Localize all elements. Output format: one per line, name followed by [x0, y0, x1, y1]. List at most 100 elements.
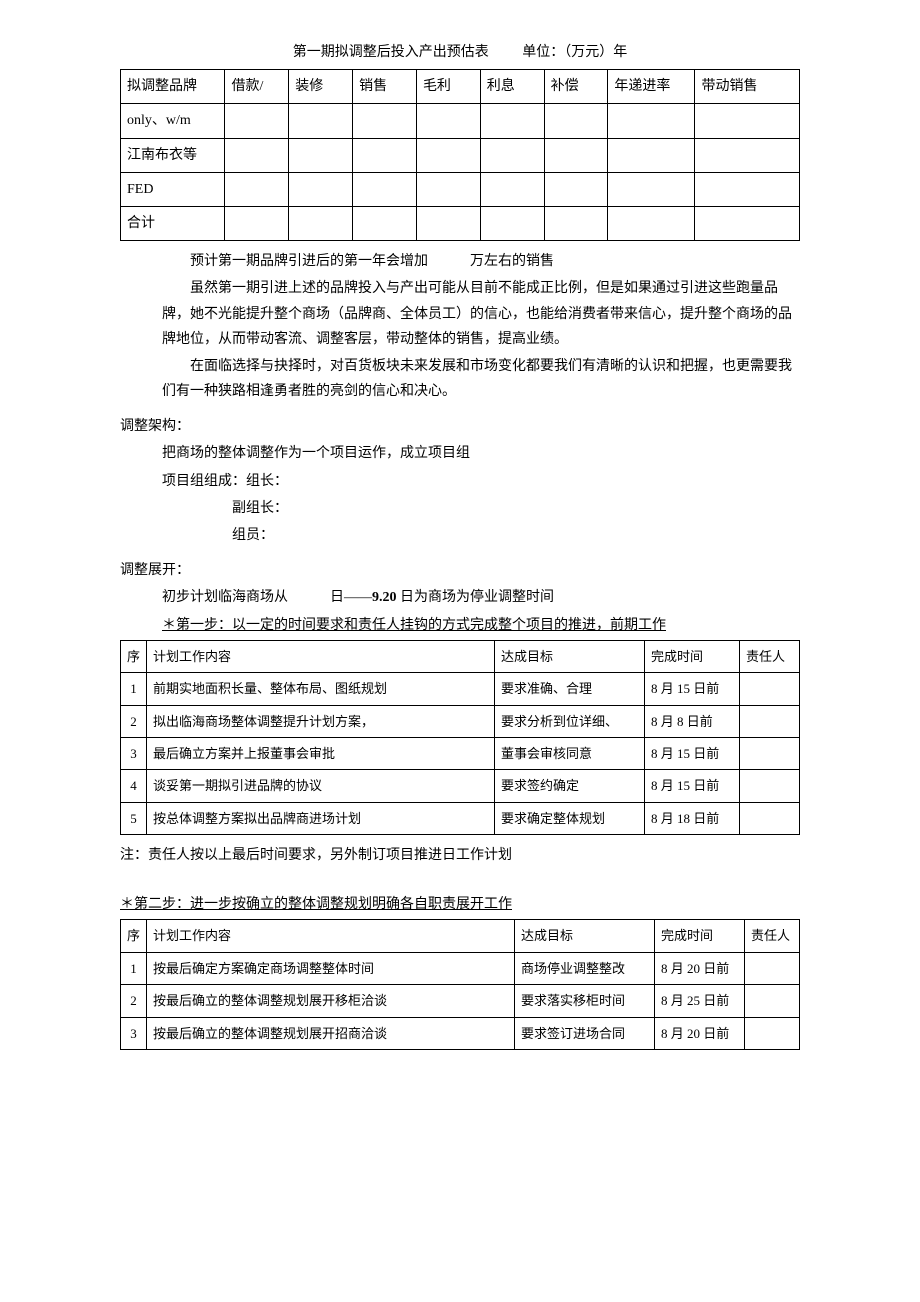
td [416, 104, 480, 138]
td: 4 [121, 770, 147, 802]
td [695, 138, 800, 172]
td [353, 206, 417, 240]
td: 商场停业调整整改 [515, 952, 655, 984]
table-row: 5按总体调整方案拟出品牌商进场计划要求确定整体规划8 月 18 日前 [121, 802, 800, 834]
th: 毛利 [416, 70, 480, 104]
td [745, 985, 800, 1017]
note: 注：责任人按以上最后时间要求，另外制订项目推进日工作计划 [120, 843, 800, 868]
th: 装修 [289, 70, 353, 104]
th: 计划工作内容 [147, 640, 495, 672]
td [740, 770, 800, 802]
td [416, 172, 480, 206]
table-row: 1按最后确定方案确定商场调整整体时间商场停业调整整改8 月 20 日前 [121, 952, 800, 984]
td: FED [121, 172, 225, 206]
table-header-row: 拟调整品牌 借款/ 装修 销售 毛利 利息 补偿 年递进率 带动销售 [121, 70, 800, 104]
table-row: only、w/m [121, 104, 800, 138]
paragraph: 在面临选择与抉择时，对百货板块未来发展和市场变化都要我们有清晰的认识和把握，也更… [120, 354, 800, 404]
section-heading: 调整展开： [120, 558, 800, 583]
step-heading: ＊第一步：以一定的时间要求和责任人挂钩的方式完成整个项目的推进，前期工作 [120, 613, 800, 638]
th: 完成时间 [645, 640, 740, 672]
td: 8 月 15 日前 [645, 673, 740, 705]
td: 1 [121, 673, 147, 705]
table-row: 4谈妥第一期拟引进品牌的协议要求签约确定8 月 15 日前 [121, 770, 800, 802]
plan-table-1: 序 计划工作内容 达成目标 完成时间 责任人 1前期实地面积长量、整体布局、图纸… [120, 640, 800, 835]
td: 8 月 8 日前 [645, 705, 740, 737]
bold-date: 9.20 [372, 590, 397, 605]
td: 1 [121, 952, 147, 984]
paragraph: 预计第一期品牌引进后的第一年会增加 万左右的销售 [120, 249, 800, 274]
td [480, 172, 544, 206]
td [416, 206, 480, 240]
th: 序 [121, 640, 147, 672]
table-row: 2按最后确立的整体调整规划展开移柜洽谈要求落实移柜时间8 月 25 日前 [121, 985, 800, 1017]
td: 要求签约确定 [495, 770, 645, 802]
table-row: 1前期实地面积长量、整体布局、图纸规划要求准确、合理8 月 15 日前 [121, 673, 800, 705]
td [225, 206, 289, 240]
td [480, 138, 544, 172]
td: 要求分析到位详细、 [495, 705, 645, 737]
th: 年递进率 [608, 70, 695, 104]
td: 江南布衣等 [121, 138, 225, 172]
table1-title-line: 第一期拟调整后投入产出预估表 单位：（万元）年 [120, 40, 800, 65]
td: 拟出临海商场整体调整提升计划方案， [147, 705, 495, 737]
section-heading: 调整架构： [120, 414, 800, 439]
table1-unit: 单位：（万元）年 [522, 40, 627, 65]
td [289, 138, 353, 172]
text: 日为商场为停业调整时间 [397, 590, 555, 605]
td [695, 172, 800, 206]
td [608, 104, 695, 138]
table-row: 3最后确立方案并上报董事会审批董事会审核同意8 月 15 日前 [121, 737, 800, 769]
th: 完成时间 [655, 920, 745, 952]
paragraph: 初步计划临海商场从日——9.20 日为商场为停业调整时间 [120, 585, 800, 610]
td: 8 月 15 日前 [645, 770, 740, 802]
td [353, 172, 417, 206]
td [289, 104, 353, 138]
paragraph: 副组长： [120, 496, 800, 521]
th: 补偿 [544, 70, 608, 104]
td: 按最后确定方案确定商场调整整体时间 [147, 952, 515, 984]
td [695, 206, 800, 240]
td [745, 952, 800, 984]
th: 拟调整品牌 [121, 70, 225, 104]
td: 5 [121, 802, 147, 834]
td: 2 [121, 985, 147, 1017]
td [480, 206, 544, 240]
td: 8 月 15 日前 [645, 737, 740, 769]
td: 要求落实移柜时间 [515, 985, 655, 1017]
th: 带动销售 [695, 70, 800, 104]
td: 要求确定整体规划 [495, 802, 645, 834]
td [745, 1017, 800, 1049]
td: 前期实地面积长量、整体布局、图纸规划 [147, 673, 495, 705]
th: 序 [121, 920, 147, 952]
th: 借款/ [225, 70, 289, 104]
th: 责任人 [745, 920, 800, 952]
td: 董事会审核同意 [495, 737, 645, 769]
td [740, 737, 800, 769]
td: 2 [121, 705, 147, 737]
td [608, 172, 695, 206]
td [544, 172, 608, 206]
td: 按最后确立的整体调整规划展开移柜洽谈 [147, 985, 515, 1017]
th: 计划工作内容 [147, 920, 515, 952]
td [353, 104, 417, 138]
td: 8 月 20 日前 [655, 1017, 745, 1049]
th: 达成目标 [515, 920, 655, 952]
td [740, 673, 800, 705]
td [289, 172, 353, 206]
td [480, 104, 544, 138]
td [695, 104, 800, 138]
paragraph: 把商场的整体调整作为一个项目运作，成立项目组 [120, 441, 800, 466]
text: 初步计划临海商场从 [162, 590, 288, 605]
td: 按总体调整方案拟出品牌商进场计划 [147, 802, 495, 834]
td: only、w/m [121, 104, 225, 138]
td [225, 104, 289, 138]
th: 利息 [480, 70, 544, 104]
paragraph: 项目组组成：组长： [120, 469, 800, 494]
td [544, 206, 608, 240]
td: 要求准确、合理 [495, 673, 645, 705]
td [353, 138, 417, 172]
step-heading: ＊第二步：进一步按确立的整体调整规划明确各自职责展开工作 [120, 892, 800, 917]
td [608, 206, 695, 240]
td [416, 138, 480, 172]
th: 销售 [353, 70, 417, 104]
